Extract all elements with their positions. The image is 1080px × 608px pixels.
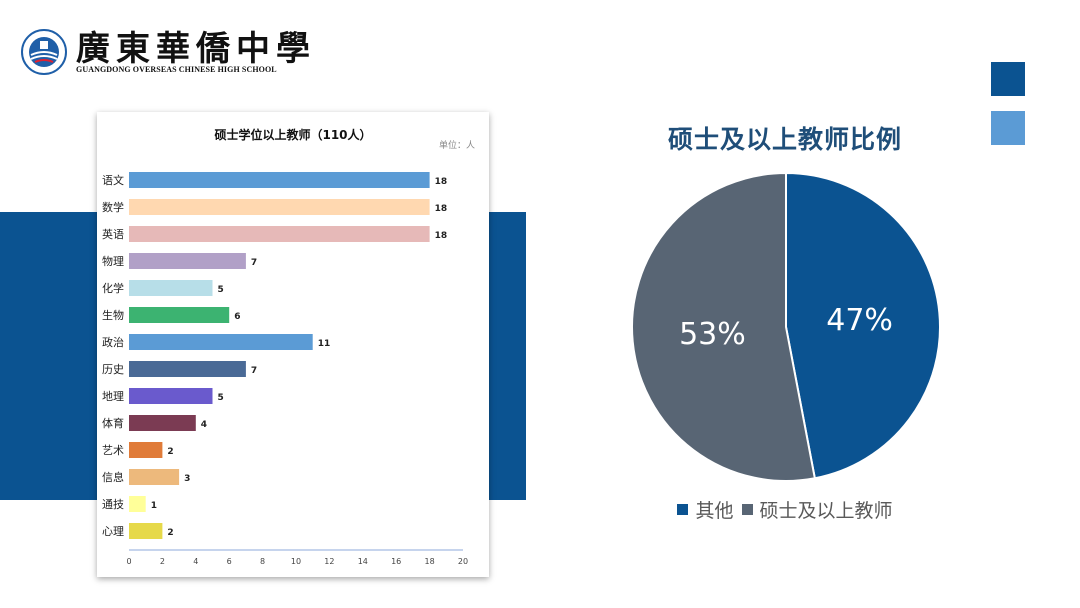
bar-4 — [129, 280, 213, 296]
pie-chart: 47% 53% — [631, 171, 941, 482]
x-tick-label: 20 — [458, 557, 468, 566]
data-label: 2 — [167, 447, 173, 457]
category-label: 语文 — [102, 173, 124, 187]
data-label: 4 — [201, 420, 207, 430]
data-label: 7 — [251, 258, 257, 268]
data-label: 18 — [435, 231, 448, 241]
bar-6 — [129, 334, 313, 350]
x-tick-label: 0 — [126, 557, 131, 566]
data-label: 18 — [435, 204, 448, 214]
bar-13 — [129, 523, 163, 539]
bar-5 — [129, 307, 230, 323]
category-label: 地理 — [102, 390, 124, 403]
bar-9 — [129, 415, 196, 431]
data-label: 11 — [318, 339, 331, 349]
x-tick-label: 10 — [291, 557, 301, 566]
category-label: 通技 — [102, 498, 124, 511]
data-label: 5 — [218, 285, 224, 295]
pie-slice-1 — [631, 171, 817, 482]
school-logo: 廣東華僑中學 GUANGDONG OVERSEAS CHINESE HIGH S… — [20, 28, 316, 76]
pie-legend: 其他 硕士及以上教师 — [600, 496, 970, 523]
category-label: 历史 — [102, 363, 124, 376]
pie-slice-0 — [785, 171, 941, 480]
legend-label-other: 其他 — [695, 500, 734, 522]
bar-12 — [129, 496, 146, 512]
bar-chart-card: 硕士学位以上教师（110人） 单位：人 语文 18 数学 18 英语 18 物理 7 化学 5 生物… — [97, 112, 489, 577]
x-tick-label: 4 — [193, 557, 198, 566]
bar-10 — [129, 442, 163, 458]
bar-chart-unit: 单位：人 — [438, 141, 475, 151]
x-tick-label: 8 — [260, 557, 265, 566]
bar-chart-title: 硕士学位以上教师（110人） — [214, 128, 372, 142]
category-label: 政治 — [102, 335, 124, 349]
decor-square-light — [991, 111, 1025, 145]
data-label: 1 — [151, 501, 157, 511]
x-tick-label: 12 — [324, 557, 334, 566]
legend-swatch-masters — [741, 504, 753, 515]
bar-1 — [129, 199, 430, 215]
category-label: 数学 — [102, 200, 124, 214]
legend-item-masters: 硕士及以上教师 — [741, 496, 893, 523]
bar-3 — [129, 253, 246, 269]
pie-chart-title: 硕士及以上教师比例 — [667, 125, 902, 154]
data-label: 2 — [167, 528, 173, 538]
bar-0 — [129, 172, 430, 188]
school-emblem-icon — [21, 29, 67, 75]
category-label: 体育 — [102, 416, 124, 430]
legend-label-masters: 硕士及以上教师 — [759, 500, 893, 522]
category-label: 生物 — [102, 308, 124, 322]
legend-item-other: 其他 — [677, 496, 734, 523]
bar-2 — [129, 226, 430, 242]
data-label: 7 — [251, 366, 257, 376]
pie-data-label: 47% — [826, 303, 893, 338]
legend-swatch-other — [677, 504, 689, 515]
category-label: 物理 — [102, 254, 124, 268]
school-name-cn: 廣東華僑中學 — [76, 28, 316, 69]
category-label: 化学 — [102, 281, 124, 295]
category-label: 艺术 — [102, 444, 124, 457]
data-label: 18 — [435, 177, 448, 187]
data-label: 6 — [234, 312, 240, 322]
x-tick-label: 14 — [358, 557, 368, 566]
x-tick-label: 6 — [227, 557, 232, 566]
x-tick-label: 18 — [425, 557, 435, 566]
data-label: 5 — [218, 393, 224, 403]
category-label: 心理 — [102, 525, 124, 538]
school-name-en: GUANGDONG OVERSEAS CHINESE HIGH SCHOOL — [76, 64, 277, 74]
decor-square-dark — [991, 62, 1025, 96]
x-tick-label: 16 — [391, 557, 401, 566]
pie-data-label: 53% — [679, 317, 746, 352]
category-label: 英语 — [102, 227, 124, 241]
category-label: 信息 — [102, 470, 124, 484]
bar-11 — [129, 469, 180, 485]
bar-8 — [129, 388, 213, 404]
bar-7 — [129, 361, 246, 377]
x-tick-label: 2 — [160, 557, 165, 566]
data-label: 3 — [184, 474, 190, 484]
